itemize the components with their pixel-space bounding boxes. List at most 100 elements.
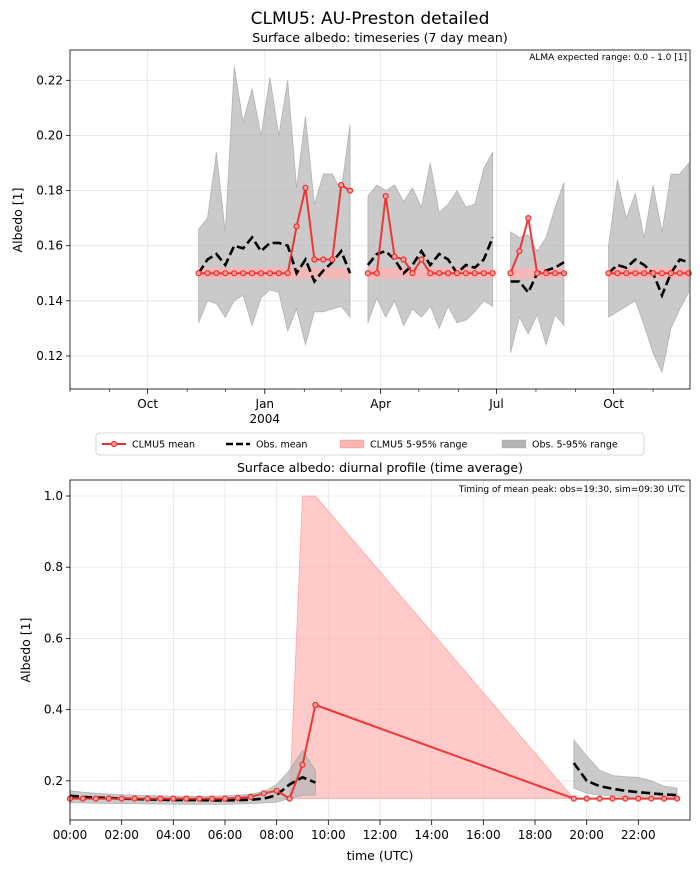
legend-frame [95,432,645,456]
timeseries-model-point [525,215,532,222]
timeseries-model-point [623,270,630,277]
diurnal-model-point [131,795,138,802]
timeseries-model-point [222,270,229,277]
timeseries-y-axis-label: Albedo [1] [10,188,25,253]
timeseries-model-point [453,270,461,277]
timeseries-model-point [462,270,469,277]
diurnal-y-tick-label: 0.8 [44,560,63,574]
timeseries-model-point [614,270,621,277]
diurnal-model-point [609,795,616,802]
diurnal-x-tick-label: 20:00 [569,828,604,842]
diurnal-annotation: Timing of mean peak: obs=19:30, sim=09:3… [458,485,685,495]
legend-entry-label: CLMU5 5-95% range [370,440,468,451]
diurnal-x-tick-label: 18:00 [518,828,553,842]
timeseries-model-point [364,270,371,277]
timeseries-model-point [320,256,327,263]
timeseries-model-point [231,270,238,277]
diurnal-model-point [209,795,216,802]
diurnal-model-point [183,795,190,802]
diurnal-model-point [596,795,603,802]
diurnal-title: Surface albedo: diurnal profile (time av… [237,460,523,475]
timeseries-model-point [249,270,256,277]
timeseries-model-point [266,270,273,277]
diurnal-x-tick-label: 08:00 [259,828,294,842]
diurnal-x-tick-label: 22:00 [621,828,656,842]
timeseries-x-tick-year-label: 2004 [250,412,281,426]
timeseries-y-tick-label: 0.16 [36,239,63,253]
timeseries-model-point [489,270,496,277]
legend-model-range-swatch [339,439,365,449]
timeseries-model-point [676,270,683,277]
timeseries-model-point [667,270,675,277]
timeseries-model-point [427,270,434,277]
diurnal-model-point [92,795,99,802]
diurnal-obs-mean-line [572,762,678,797]
timeseries-model-point [311,256,318,263]
timeseries-model-point [391,253,398,260]
timeseries-annotation: ALMA expected range: 0.0 - 1.0 [1] [529,53,687,63]
diurnal-obs-range-band [573,738,678,801]
timeseries-model-point [480,270,487,277]
timeseries-y-tick-label: 0.18 [36,184,63,198]
timeseries-model-point [685,270,692,277]
timeseries-y-tick-label: 0.22 [36,73,63,87]
timeseries-model-point [658,270,666,277]
timeseries-obs-mean-line [607,257,690,299]
diurnal-x-tick-label: 02:00 [104,828,139,842]
diurnal-model-point [583,795,590,802]
timeseries-title: Surface albedo: timeseries (7 day mean) [252,30,507,45]
timeseries-model-point [409,270,416,277]
diurnal-model-point [648,795,655,802]
timeseries-model-point [641,270,648,277]
diurnal-model-point [196,795,203,802]
timeseries-grid [70,50,690,389]
diurnal-model-point [286,795,293,802]
diurnal-model-range-band [70,495,678,799]
timeseries-x-tick-label: Oct [603,397,624,411]
legend-entry-label: Obs. mean [256,440,307,451]
figure-title: CLMU5: AU-Preston detailed [251,9,490,29]
diurnal-model-point [247,793,254,801]
diurnal-model-point [79,795,87,802]
diurnal-plot-area [66,495,681,805]
diurnal-model-point [221,795,229,802]
timeseries-model-point [534,270,541,277]
diurnal-x-tick-label: 12:00 [363,828,398,842]
legend: CLMU5 mean Obs. mean CLMU5 5-95% range Obs.… [95,432,645,456]
timeseries-model-point [338,181,345,189]
diurnal-x-axis-label: time (UTC) [347,848,414,863]
diurnal-y-tick-label: 0.4 [44,703,63,717]
diurnal-y-tick-label: 0.6 [44,631,63,645]
diurnal-model-point [273,787,280,794]
timeseries-x-tick-label: Jul [488,397,503,411]
timeseries-model-point [649,270,657,277]
diurnal-x-tick-label: 04:00 [156,828,191,842]
timeseries-x-tick-label: Jan [255,397,275,411]
timeseries-model-point [347,187,354,194]
timeseries-model-point [542,270,550,277]
timeseries-model-point [213,270,220,277]
timeseries-model-point [275,270,282,277]
diurnal-y-tick-label: 0.2 [44,774,63,788]
diurnal-x-tick-label: 06:00 [208,828,243,842]
timeseries-obs-range-band [198,66,351,347]
diurnal-model-point [144,795,151,802]
timeseries-model-point [400,256,407,263]
timeseries-plot-area [195,66,692,374]
timeseries-model-point [195,270,202,277]
legend-model-mean-marker [110,440,118,448]
timeseries-model-point [507,270,514,277]
timeseries-obs-mean-line [366,236,494,276]
diurnal-model-point [570,795,577,802]
timeseries-model-point [257,270,265,277]
diurnal-model-point [661,795,668,802]
diurnal-model-point [260,790,267,797]
diurnal-model-point [234,794,241,802]
diurnal-model-point [299,761,306,768]
diurnal-y-tick-label: 1.0 [44,489,63,503]
diurnal-model-point [170,795,177,802]
timeseries-model-point [240,270,247,277]
legend-entry-label: Obs. 5-95% range [532,440,618,451]
diurnal-x-tick-label: 10:00 [311,828,346,842]
